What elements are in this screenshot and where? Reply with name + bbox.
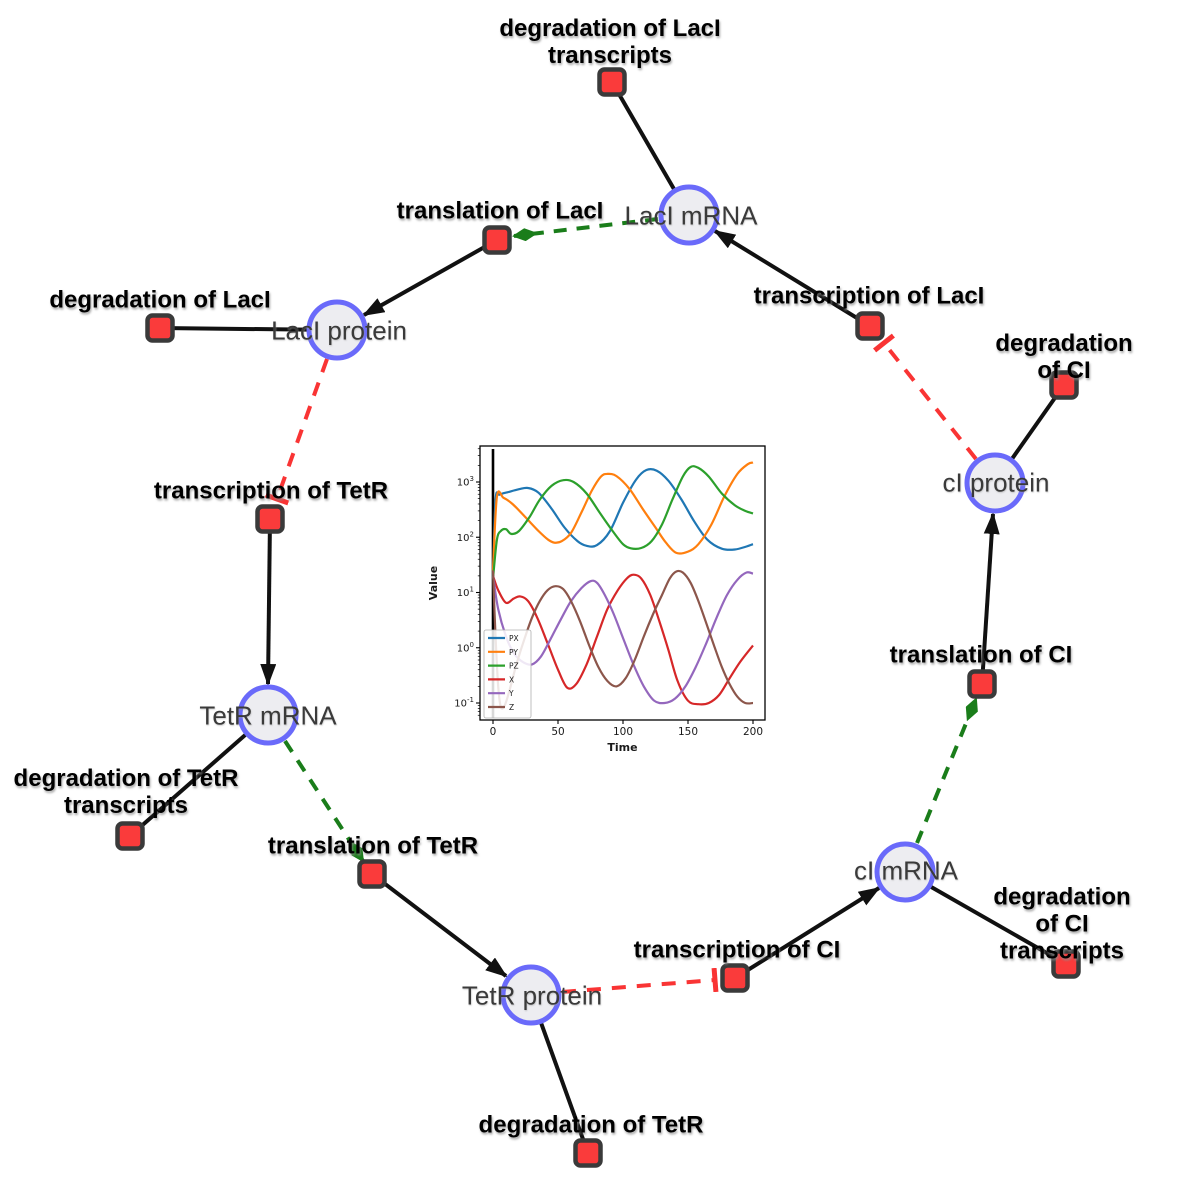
edge-transcription-ci-to-cimrna — [733, 886, 881, 980]
x-axis-tick-label: 100 — [613, 726, 633, 738]
reaction-node-degradation-of-tetr — [573, 1138, 603, 1168]
y-axis-tick-label: 10-1 — [454, 696, 474, 710]
edge-tetrmrna-activates-translation-tetr — [283, 739, 365, 863]
y-axis-tick-label: 103 — [457, 475, 474, 489]
edge-translation-laci-to-laciprotein — [362, 238, 498, 317]
reaction-node-degradation-of-ci — [1049, 370, 1079, 400]
x-axis-title: Time — [607, 741, 637, 754]
legend-label-X: X — [509, 675, 514, 684]
reaction-node-degradation-of-tetr-transcripts — [115, 821, 145, 851]
reaction-node-translation-of-laci — [482, 225, 512, 255]
edge-transcription-tetr-to-tetrmrna — [260, 518, 277, 686]
legend-label-PZ: PZ — [509, 662, 519, 671]
series-line-X — [491, 573, 754, 706]
timecourse-inset-plot: 103 102 101 100 10-1 0 50 100 150 200 Time Value PX P… — [425, 432, 785, 762]
x-axis-tick-label: 150 — [678, 726, 698, 738]
edge-lacimrna-activates-translation-laci — [512, 217, 659, 242]
legend-label-Y: Y — [508, 689, 514, 698]
species-node-laci-protein — [306, 299, 368, 361]
legend-label-Z: Z — [509, 703, 514, 712]
reaction-node-degradation-of-ci-transcripts — [1051, 949, 1081, 979]
legend-label-PX: PX — [509, 634, 519, 643]
edge-ciprotein-inhibits-transcription-laci — [873, 333, 978, 461]
y-axis-tick-label: 102 — [457, 530, 474, 544]
species-node-tetr-protein — [500, 964, 562, 1026]
legend-label-PY: PY — [509, 648, 518, 657]
edge-tetrprotein-inhibits-transcription-ci — [561, 967, 719, 994]
edge-translation-ci-to-ciprotein — [980, 512, 1000, 685]
y-axis-tick-label: 101 — [457, 586, 474, 600]
reaction-node-translation-of-ci — [967, 669, 997, 699]
species-node-tetr-mrna — [237, 684, 299, 746]
series-line-PX — [491, 467, 754, 576]
edge-laciprotein-inhibits-transcription-tetr — [264, 358, 329, 506]
series-line-Y — [491, 571, 754, 705]
series-line-PY — [491, 461, 754, 571]
species-node-ci-mrna — [874, 841, 936, 903]
series-line-PZ — [491, 465, 754, 579]
species-node-ci-protein — [964, 452, 1026, 514]
chart-legend: PX PY PZ XYZ — [483, 629, 532, 719]
edge-translation-tetr-to-tetrprotein — [370, 872, 508, 978]
y-axis-tick-label: 100 — [457, 641, 474, 655]
edge-cimrna-to-deg-ci-transcripts — [904, 870, 1067, 966]
edge-tetrmrna-to-deg-tetr-transcripts — [128, 713, 270, 838]
y-axis-title: Value — [427, 566, 440, 600]
x-axis-tick-label: 50 — [551, 726, 564, 738]
edge-transcription-laci-to-lacimrna — [713, 229, 872, 328]
reaction-node-degradation-of-laci — [145, 313, 175, 343]
axes-frame — [479, 445, 766, 721]
reaction-node-transcription-of-laci — [855, 311, 885, 341]
legend-box — [483, 629, 532, 719]
reaction-node-transcription-of-ci — [720, 963, 750, 993]
edge-cimrna-activates-translation-ci — [915, 697, 978, 844]
species-node-laci-mrna — [658, 184, 720, 246]
reaction-node-translation-of-tetr — [357, 859, 387, 889]
x-axis-tick-label: 200 — [743, 726, 763, 738]
reaction-node-degradation-of-laci-transcripts — [597, 67, 627, 97]
reaction-node-transcription-of-tetr — [255, 504, 285, 534]
x-axis-tick-label: 0 — [490, 726, 497, 738]
